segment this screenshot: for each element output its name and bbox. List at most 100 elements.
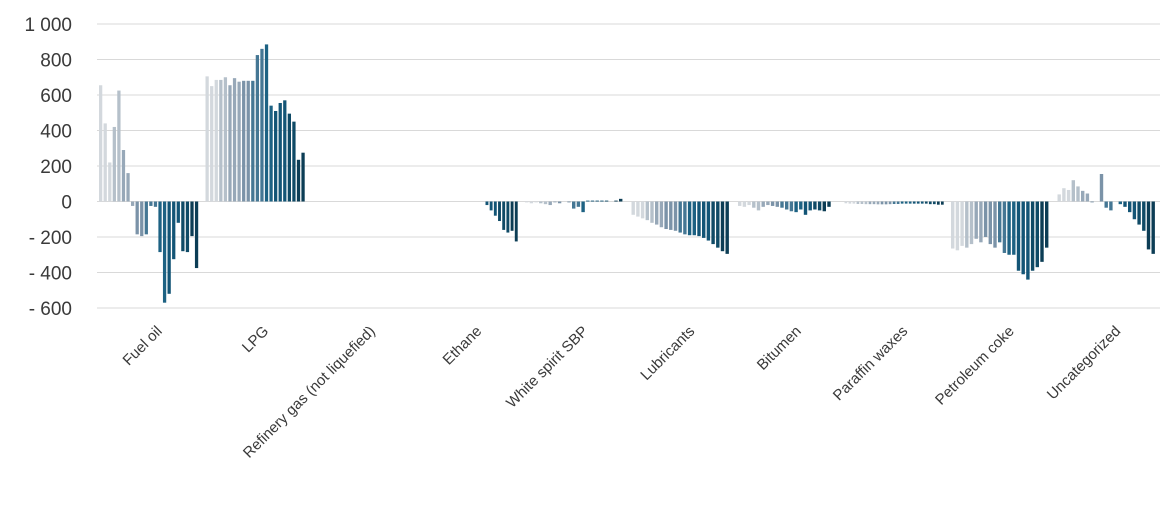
bar — [1085, 193, 1090, 202]
x-tick-label: Fuel oil — [120, 323, 166, 369]
bar — [983, 201, 988, 237]
bar — [940, 201, 944, 205]
bar — [529, 201, 534, 204]
y-tick-label: 1 000 — [24, 15, 72, 36]
bar — [493, 201, 497, 216]
bar — [900, 201, 904, 204]
bar — [581, 201, 585, 213]
bar — [619, 198, 623, 202]
y-axis-tick-labels: 1 000 800 600 400 200 0 - 200 - 400 - 600 — [24, 15, 72, 320]
bar — [274, 110, 278, 202]
bar — [108, 162, 112, 202]
bar — [872, 201, 876, 205]
bar — [1146, 201, 1151, 250]
bar — [181, 201, 185, 252]
bar — [614, 200, 618, 202]
bar — [813, 201, 817, 210]
bar — [1040, 201, 1044, 262]
bar — [205, 76, 209, 202]
bar — [246, 80, 250, 202]
x-tick-label: Paraffin waxes — [830, 323, 911, 404]
bar — [514, 201, 518, 242]
bar — [158, 201, 162, 253]
bar — [1030, 201, 1035, 271]
y-tick-label: 600 — [40, 86, 72, 107]
y-tick-label: - 600 — [29, 299, 72, 320]
x-tick-label: Lubricants — [637, 323, 698, 384]
bar — [595, 200, 599, 202]
bar — [965, 201, 969, 248]
y-tick-label: 0 — [61, 193, 72, 214]
bar — [817, 201, 822, 211]
bar — [576, 201, 581, 207]
bar — [692, 201, 696, 236]
bar — [130, 201, 135, 206]
bar — [1076, 186, 1080, 202]
bar — [1104, 201, 1108, 208]
bar — [590, 200, 595, 202]
bar — [955, 201, 960, 251]
bar — [498, 201, 501, 222]
bar — [908, 201, 912, 204]
x-tick-label: Bitumen — [754, 323, 805, 374]
bar — [260, 48, 264, 202]
bar — [237, 81, 241, 202]
bar — [176, 201, 180, 223]
bar — [287, 113, 291, 202]
bar — [720, 201, 725, 252]
bar — [1026, 201, 1030, 280]
bar — [747, 201, 751, 206]
bar — [1062, 188, 1066, 202]
bar — [1012, 201, 1016, 255]
bar — [756, 201, 761, 211]
x-tick-label: White spirit SBP — [503, 323, 592, 412]
bar — [864, 201, 868, 205]
bar — [844, 201, 848, 204]
bar — [1137, 201, 1141, 225]
bar — [1002, 201, 1007, 253]
bar — [1016, 201, 1021, 271]
bar — [884, 201, 888, 205]
bar — [296, 159, 301, 202]
bar — [697, 201, 701, 237]
bar — [185, 201, 190, 253]
bar — [960, 201, 964, 246]
bar — [121, 150, 126, 202]
bar — [1132, 201, 1137, 220]
bar — [1123, 201, 1127, 207]
bar — [525, 201, 529, 203]
bar — [1066, 189, 1071, 202]
bar — [969, 201, 974, 245]
bar — [932, 201, 936, 205]
bar — [979, 201, 983, 243]
bar — [1090, 201, 1094, 203]
bar — [99, 85, 103, 202]
bar — [278, 102, 282, 202]
x-tick-label: Uncategorized — [1044, 323, 1124, 403]
bar — [770, 201, 775, 206]
bar — [232, 78, 237, 202]
x-tick-label: Petroleum coke — [932, 323, 1018, 409]
bar — [167, 201, 171, 294]
bar — [228, 85, 232, 202]
bar — [785, 201, 789, 210]
bar — [904, 201, 908, 204]
bar — [631, 201, 635, 215]
bar — [702, 201, 706, 238]
bar — [210, 86, 214, 202]
y-tick-label: 400 — [40, 122, 72, 143]
bar — [219, 79, 223, 202]
bar — [860, 201, 864, 204]
bar — [255, 55, 260, 202]
bar — [822, 201, 826, 212]
bar — [251, 80, 255, 202]
bar — [117, 90, 121, 202]
bar — [301, 152, 305, 202]
bar — [1151, 201, 1155, 254]
bar — [775, 201, 779, 207]
bar — [144, 201, 148, 235]
bar — [600, 200, 604, 202]
bar — [766, 201, 770, 206]
